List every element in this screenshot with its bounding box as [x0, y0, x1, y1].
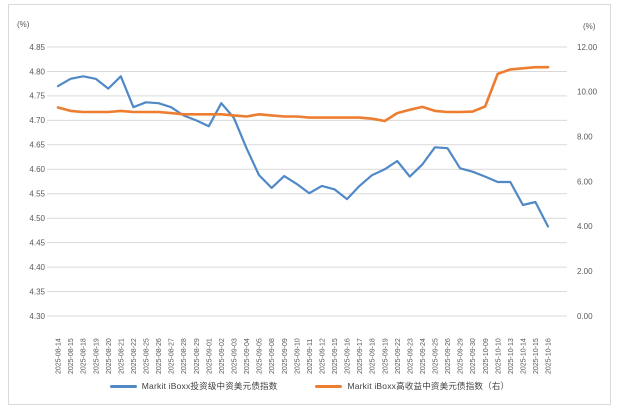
svg-text:2025-08-22: 2025-08-22 [131, 338, 138, 374]
svg-text:4.65: 4.65 [29, 141, 45, 150]
svg-text:2025-09-30: 2025-09-30 [470, 338, 477, 374]
svg-text:2025-09-26: 2025-09-26 [445, 338, 452, 374]
svg-text:4.45: 4.45 [29, 238, 45, 247]
svg-text:4.55: 4.55 [29, 190, 45, 199]
svg-text:4.70: 4.70 [29, 116, 45, 125]
svg-text:2025-10-10: 2025-10-10 [495, 338, 502, 374]
svg-text:2025-10-15: 2025-10-15 [533, 338, 540, 374]
svg-text:2025-09-03: 2025-09-03 [232, 338, 239, 374]
svg-text:2025-09-22: 2025-09-22 [395, 338, 402, 374]
svg-text:2025-09-04: 2025-09-04 [244, 338, 251, 374]
y-axis-left-labels: 4.30 4.35 4.40 4.45 4.50 4.55 4.60 4.65 4.70 4.75… [17, 20, 46, 321]
svg-text:2025-09-18: 2025-09-18 [370, 338, 377, 374]
legend-label-investment-grade: Markit iBoxx投资级中资美元债指数 [141, 381, 278, 391]
svg-text:2025-08-19: 2025-08-19 [93, 338, 100, 374]
svg-text:2025-09-15: 2025-09-15 [332, 338, 339, 374]
svg-text:2025-08-20: 2025-08-20 [106, 338, 113, 374]
svg-text:2025-09-10: 2025-09-10 [294, 338, 301, 374]
svg-text:2025-09-19: 2025-09-19 [382, 338, 389, 374]
svg-text:2025-10-13: 2025-10-13 [508, 338, 515, 374]
legend-line-swatch-blue [109, 384, 137, 388]
svg-text:2025-09-05: 2025-09-05 [257, 338, 264, 374]
svg-text:4.35: 4.35 [29, 287, 45, 296]
svg-text:4.30: 4.30 [29, 312, 45, 321]
svg-text:2025-10-14: 2025-10-14 [521, 338, 528, 374]
svg-text:2025-09-23: 2025-09-23 [407, 338, 414, 374]
svg-text:2025-10-16: 2025-10-16 [546, 338, 553, 374]
svg-text:2025-08-26: 2025-08-26 [156, 338, 163, 374]
legend-line-swatch-orange [315, 384, 343, 388]
svg-text:2025-09-02: 2025-09-02 [219, 338, 226, 374]
svg-text:2025-10-09: 2025-10-09 [483, 338, 490, 374]
legend-label-high-yield: Markit iBoxx高收益中资美元债指数（右） [347, 381, 510, 391]
svg-text:4.40: 4.40 [29, 263, 45, 272]
x-axis-labels: 2025-08-14 2025-08-15 2025-08-18 2025-08-19… [56, 338, 553, 374]
svg-text:2025-09-12: 2025-09-12 [319, 338, 326, 374]
svg-text:2025-09-24: 2025-09-24 [420, 338, 427, 374]
svg-text:12.00: 12.00 [577, 43, 598, 52]
svg-text:6.00: 6.00 [577, 177, 593, 186]
svg-text:2.00: 2.00 [577, 267, 593, 276]
legend-item-investment-grade: Markit iBoxx投资级中资美元债指数 [109, 380, 278, 392]
svg-text:2025-08-14: 2025-08-14 [56, 338, 63, 374]
svg-text:2025-08-27: 2025-08-27 [169, 338, 176, 374]
chart-border-box [8, 4, 611, 405]
svg-text:2025-09-29: 2025-09-29 [458, 338, 465, 374]
svg-text:4.00: 4.00 [577, 222, 593, 231]
svg-text:2025-09-16: 2025-09-16 [345, 338, 352, 374]
legend-item-high-yield: Markit iBoxx高收益中资美元债指数（右） [315, 380, 509, 392]
svg-text:2025-08-29: 2025-08-29 [194, 338, 201, 374]
svg-text:2025-09-01: 2025-09-01 [206, 338, 213, 374]
y-axis-left-unit: (%) [17, 20, 30, 29]
svg-text:2025-09-25: 2025-09-25 [433, 338, 440, 374]
y-axis-right-unit: (%) [583, 22, 596, 31]
svg-text:2025-08-15: 2025-08-15 [68, 338, 75, 374]
series-line-investment-grade [56, 75, 550, 228]
chart-legend: Markit iBoxx投资级中资美元债指数 Markit iBoxx高收益中资… [0, 380, 619, 392]
svg-text:2025-09-09: 2025-09-09 [282, 338, 289, 374]
svg-text:4.60: 4.60 [29, 165, 45, 174]
svg-text:2025-09-08: 2025-09-08 [269, 338, 276, 374]
svg-text:2025-08-25: 2025-08-25 [144, 338, 151, 374]
svg-text:2025-09-11: 2025-09-11 [307, 339, 314, 374]
svg-text:4.80: 4.80 [29, 67, 45, 76]
svg-text:2025-09-17: 2025-09-17 [357, 338, 364, 374]
svg-text:2025-08-21: 2025-08-21 [118, 338, 125, 374]
svg-text:0.00: 0.00 [577, 312, 593, 321]
y-axis-right-labels: 0.00 2.00 4.00 6.00 8.00 10.00 12.00 (%) [577, 22, 598, 321]
svg-text:2025-08-28: 2025-08-28 [181, 338, 188, 374]
svg-text:2025-08-18: 2025-08-18 [81, 338, 88, 374]
svg-text:10.00: 10.00 [577, 88, 598, 97]
svg-text:4.85: 4.85 [29, 43, 45, 52]
svg-text:4.50: 4.50 [29, 214, 45, 223]
series-line-high-yield [56, 65, 550, 123]
svg-text:8.00: 8.00 [577, 133, 593, 142]
svg-text:4.75: 4.75 [29, 92, 45, 101]
gridlines [47, 46, 567, 317]
